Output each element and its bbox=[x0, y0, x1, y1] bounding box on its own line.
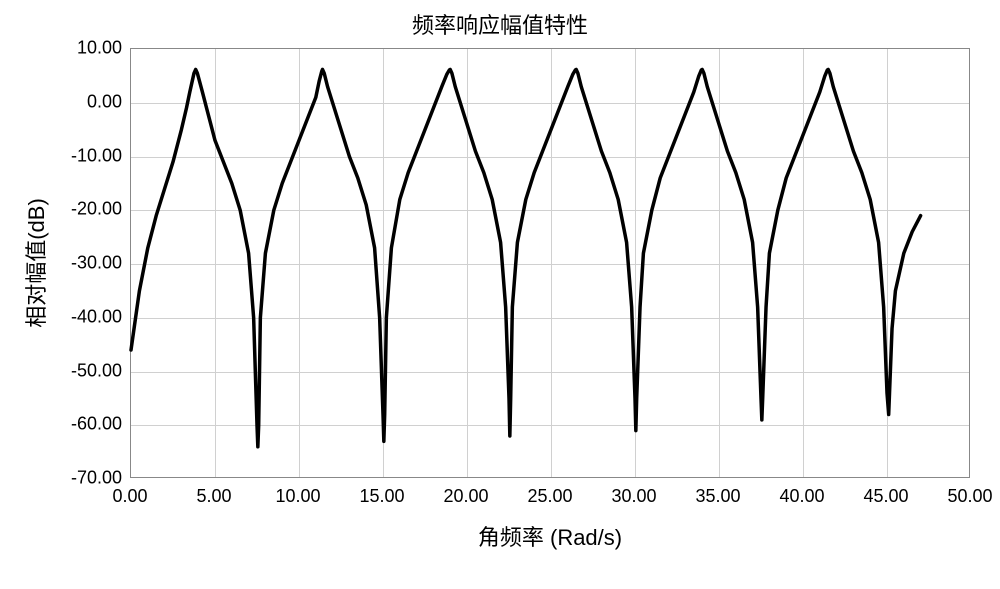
y-tick-label: -50.00 bbox=[71, 360, 122, 381]
x-tick-label: 10.00 bbox=[275, 486, 320, 507]
y-axis-label: 相对幅值(dB) bbox=[19, 198, 51, 328]
y-tick-label: -20.00 bbox=[71, 199, 122, 220]
y-tick-label: -70.00 bbox=[71, 468, 122, 489]
chart-title: 频率响应幅值特性 bbox=[0, 8, 1000, 40]
x-tick-label: 20.00 bbox=[443, 486, 488, 507]
x-tick-label: 35.00 bbox=[695, 486, 740, 507]
x-tick-label: 30.00 bbox=[611, 486, 656, 507]
x-tick-label: 15.00 bbox=[359, 486, 404, 507]
y-tick-label: 10.00 bbox=[77, 38, 122, 59]
plot-area bbox=[130, 48, 970, 478]
x-axis-label: 角频率 (Rad/s) bbox=[478, 520, 622, 552]
x-tick-label: 25.00 bbox=[527, 486, 572, 507]
x-tick-label: 50.00 bbox=[947, 486, 992, 507]
chart-container: 频率响应幅值特性 角频率 (Rad/s) 相对幅值(dB) 0.00 5.00 10… bbox=[0, 0, 1000, 589]
y-tick-label: -60.00 bbox=[71, 414, 122, 435]
y-tick-label: -10.00 bbox=[71, 145, 122, 166]
x-tick-label: 40.00 bbox=[779, 486, 824, 507]
x-tick-label: 5.00 bbox=[196, 486, 231, 507]
response-curve bbox=[131, 49, 971, 479]
x-tick-label: 0.00 bbox=[112, 486, 147, 507]
y-tick-label: -40.00 bbox=[71, 306, 122, 327]
y-tick-label: -30.00 bbox=[71, 253, 122, 274]
x-tick-label: 45.00 bbox=[863, 486, 908, 507]
y-tick-label: 0.00 bbox=[87, 91, 122, 112]
